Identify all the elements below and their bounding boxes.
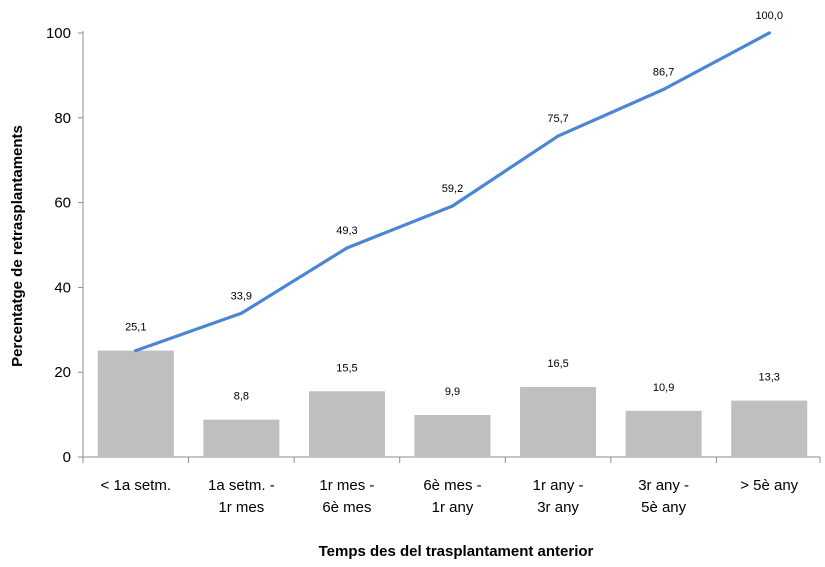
y-tick-label: 60 xyxy=(54,195,71,212)
x-category-label-line: 1r any xyxy=(432,499,474,516)
bar xyxy=(97,350,174,457)
line-point xyxy=(450,204,455,208)
bar xyxy=(414,415,491,457)
y-tick-label: 40 xyxy=(54,279,71,296)
x-category-label-line: 1a setm. - xyxy=(208,477,275,494)
bar-data-label: 8,8 xyxy=(234,391,249,403)
bar-series xyxy=(97,350,808,457)
line-data-label: 33,9 xyxy=(231,290,252,302)
bar-data-label: 13,3 xyxy=(759,372,780,384)
x-category-labels: < 1a setm. 1a setm. - 1r mes 1r mes - 6è mes… xyxy=(101,477,799,516)
y-tick-label: 20 xyxy=(54,364,71,381)
y-tick-label: 0 xyxy=(63,449,71,466)
x-category-label: 1a setm. - 1r mes xyxy=(208,477,275,516)
bar-data-label: 15,5 xyxy=(336,362,357,374)
x-category-label: > 5è any xyxy=(740,477,798,494)
line-point xyxy=(345,246,349,250)
line-point xyxy=(767,31,771,35)
x-axis-label: Temps des del trasplantament anterior xyxy=(319,543,594,560)
line-series xyxy=(134,31,771,353)
x-category-label-line: 3r any - xyxy=(638,477,689,494)
bar xyxy=(308,391,385,457)
bar-data-label: 16,5 xyxy=(547,358,568,370)
y-tick-label: 100 xyxy=(46,25,71,42)
x-category-label-line: 5è any xyxy=(641,499,687,516)
line-data-label: 86,7 xyxy=(653,66,674,78)
x-category-label-line: 6è mes xyxy=(322,499,371,516)
bar xyxy=(203,419,280,457)
bar-data-label: 25,1 xyxy=(125,322,146,334)
x-category-label-line: 6è mes - xyxy=(423,477,481,494)
y-tick-labels: 0 20 40 60 80 100 xyxy=(46,25,71,466)
y-tick-label: 80 xyxy=(54,110,71,127)
x-category-label: 1r mes - 6è mes xyxy=(319,477,374,516)
x-category-label: 1r any - 3r any xyxy=(533,477,584,516)
line-data-label: 75,7 xyxy=(547,113,568,125)
y-axis-label: Percentatge de retrasplantaments xyxy=(9,125,26,367)
line-data-labels: 33,9 49,3 59,2 75,7 86,7 100,0 xyxy=(231,10,783,302)
bar-data-label: 10,9 xyxy=(653,382,674,394)
x-category-label-line: 3r any xyxy=(537,499,579,516)
x-category-label: 3r any - 5è any xyxy=(638,477,689,516)
axes xyxy=(78,31,821,463)
bar-data-label: 9,9 xyxy=(445,386,460,398)
x-category-label: < 1a setm. xyxy=(101,477,171,494)
x-category-label: 6è mes - 1r any xyxy=(423,477,481,516)
line-data-label: 100,0 xyxy=(755,10,783,22)
bar-data-labels: 25,1 8,8 15,5 9,9 16,5 10,9 13,3 xyxy=(125,322,780,403)
bar xyxy=(520,387,597,457)
x-category-label-line: 1r any - xyxy=(533,477,584,494)
line-point xyxy=(662,87,666,91)
line-point xyxy=(239,311,243,315)
x-category-label-line: 1r mes xyxy=(218,499,264,516)
line-data-label: 49,3 xyxy=(336,225,357,237)
line-point xyxy=(134,348,138,353)
bar xyxy=(625,410,702,457)
x-category-label-line: > 5è any xyxy=(740,477,798,494)
x-category-label-line: < 1a setm. xyxy=(101,477,171,494)
x-category-label-line: 1r mes - xyxy=(319,477,374,494)
line-point xyxy=(556,134,560,138)
line-data-label: 59,2 xyxy=(442,183,463,195)
bar xyxy=(731,400,808,457)
